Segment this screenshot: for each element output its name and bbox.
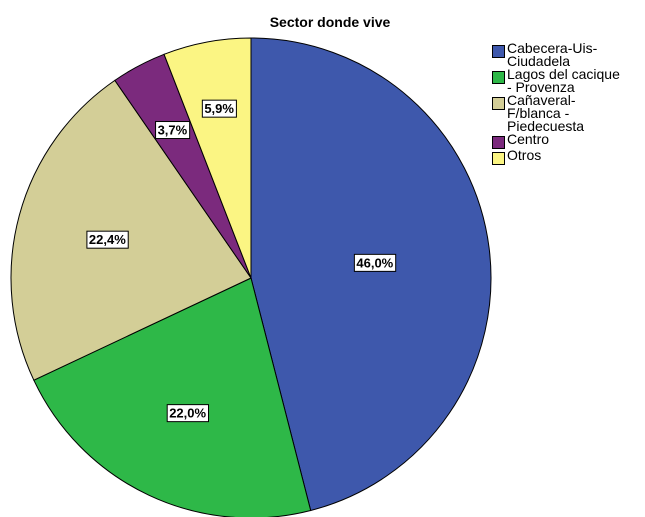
data-label-box bbox=[353, 253, 397, 272]
data-label: 3,7% bbox=[155, 121, 191, 140]
legend-item: Cabecera-Uis- Ciudadela bbox=[492, 40, 642, 69]
pie-slice bbox=[250, 37, 492, 512]
data-label-text: 3,7% bbox=[158, 123, 188, 138]
legend-swatch bbox=[492, 71, 505, 84]
pie-slice bbox=[10, 79, 252, 381]
data-label: 46,0% bbox=[353, 253, 397, 272]
chart-title: Sector donde vive bbox=[270, 14, 391, 30]
legend-item: Centro bbox=[492, 131, 642, 149]
pie-data-labels: 46,0% 22,0% 22,4% 3,7% 5,9% bbox=[86, 99, 397, 423]
data-label: 22,4% bbox=[86, 230, 129, 249]
pie-slices bbox=[10, 37, 492, 517]
pie-slice bbox=[163, 37, 252, 279]
data-label: 22,0% bbox=[166, 404, 210, 423]
legend-swatch bbox=[492, 152, 505, 165]
legend-item: Otros bbox=[492, 147, 642, 165]
legend-label: Otros bbox=[507, 147, 542, 163]
legend-swatch bbox=[492, 45, 505, 58]
data-label-box bbox=[166, 404, 210, 423]
data-label-box bbox=[155, 121, 191, 140]
data-label-box bbox=[86, 230, 129, 249]
data-label-text: 5,9% bbox=[204, 101, 234, 116]
data-label: 5,9% bbox=[201, 99, 237, 118]
legend-label: Cabecera-Uis- Ciudadela bbox=[507, 40, 598, 69]
data-label-text: 22,0% bbox=[169, 406, 206, 421]
data-label-box bbox=[201, 99, 237, 118]
legend-label: Cañaveral- F/blanca - Piedecuesta bbox=[507, 92, 585, 134]
legend-item: Lagos del cacique - Provenza bbox=[492, 66, 642, 95]
legend: Cabecera-Uis- Ciudadela Lagos del cacique… bbox=[492, 40, 642, 165]
legend-label: Lagos del cacique - Provenza bbox=[507, 66, 620, 95]
legend-item: Cañaveral- F/blanca - Piedecuesta bbox=[492, 92, 642, 134]
data-label-text: 22,4% bbox=[89, 232, 126, 247]
legend-swatch bbox=[492, 136, 505, 149]
legend-label: Centro bbox=[507, 131, 550, 147]
legend-swatch bbox=[492, 97, 505, 110]
data-label-text: 46,0% bbox=[356, 255, 393, 270]
